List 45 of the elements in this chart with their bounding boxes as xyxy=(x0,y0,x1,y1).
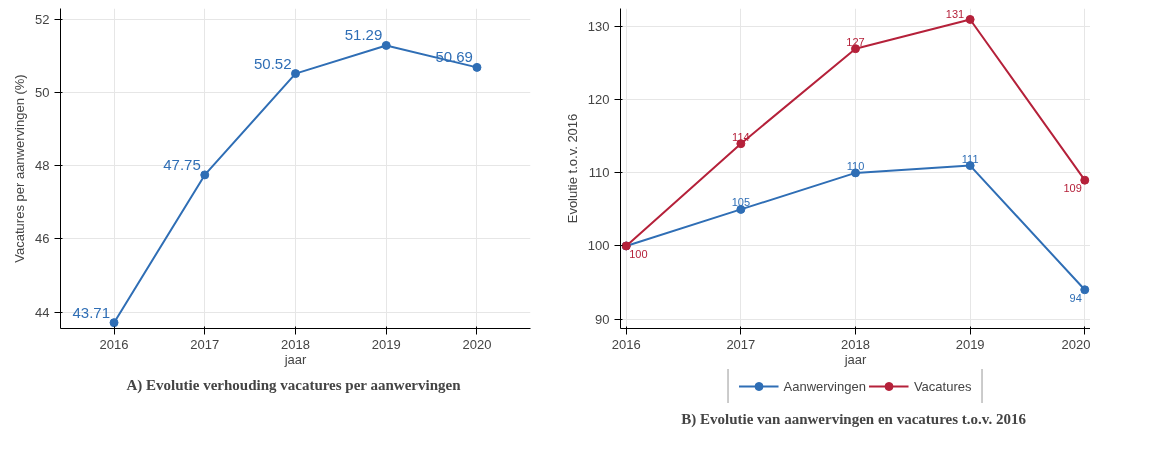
x-axis-title: jaar xyxy=(843,351,868,367)
point xyxy=(472,62,482,72)
x-tick-label: 2018 xyxy=(281,336,310,352)
y-tick-label: 110 xyxy=(588,165,610,181)
legend-label: Vacatures xyxy=(913,378,972,394)
x-tick-label: 2020 xyxy=(1061,336,1091,352)
point xyxy=(200,170,210,180)
data-label: 43.71 xyxy=(72,303,111,321)
x-tick-label: 2019 xyxy=(955,336,985,352)
point xyxy=(109,318,119,328)
data-label: 109 xyxy=(1063,182,1082,195)
legend-label: Aanwervingen xyxy=(783,378,866,394)
data-label: 100 xyxy=(629,247,648,260)
y-tick-label: 120 xyxy=(587,92,610,108)
x-tick-label: 2018 xyxy=(841,336,870,352)
y-tick-label: 130 xyxy=(587,19,610,35)
y-tick-label: 100 xyxy=(587,238,610,254)
data-label: 94 xyxy=(1069,291,1082,304)
point xyxy=(965,14,975,24)
point xyxy=(291,69,300,79)
y-tick-label: 52 xyxy=(35,11,50,27)
y-tick-label: 90 xyxy=(595,311,610,327)
point xyxy=(1080,175,1090,185)
x-tick-label: 2016 xyxy=(99,336,129,352)
y-axis-title: Vacatures per aanwervingen (%) xyxy=(12,74,28,263)
x-tick-label: 2016 xyxy=(611,336,641,352)
x-axis-title: jaar xyxy=(283,351,308,367)
data-label: 131 xyxy=(945,8,965,21)
data-label: 47.75 xyxy=(163,155,201,173)
y-tick-label: 50 xyxy=(35,85,50,101)
x-tick-label: 2019 xyxy=(371,336,401,352)
y-axis-title: Evolutie t.o.v. 2016 xyxy=(564,113,580,224)
x-tick-label: 2017 xyxy=(190,336,220,352)
text: B) Evolutie van aanwervingen en vacatures t.o.v. 2016 xyxy=(681,410,1027,428)
x-tick-label: 2017 xyxy=(726,336,756,352)
data-label: 50.52 xyxy=(253,54,292,72)
text: A) Evolutie verhouding vacatures per aanwervingen xyxy=(126,376,462,394)
y-tick-label: 46 xyxy=(35,231,50,247)
x-tick-label: 2020 xyxy=(462,336,492,352)
data-label: 51.29 xyxy=(344,26,383,44)
y-tick-label: 44 xyxy=(35,304,50,320)
point xyxy=(1080,285,1090,295)
point xyxy=(381,40,391,50)
y-tick-label: 48 xyxy=(35,158,50,174)
data-label: 105 xyxy=(731,196,751,209)
